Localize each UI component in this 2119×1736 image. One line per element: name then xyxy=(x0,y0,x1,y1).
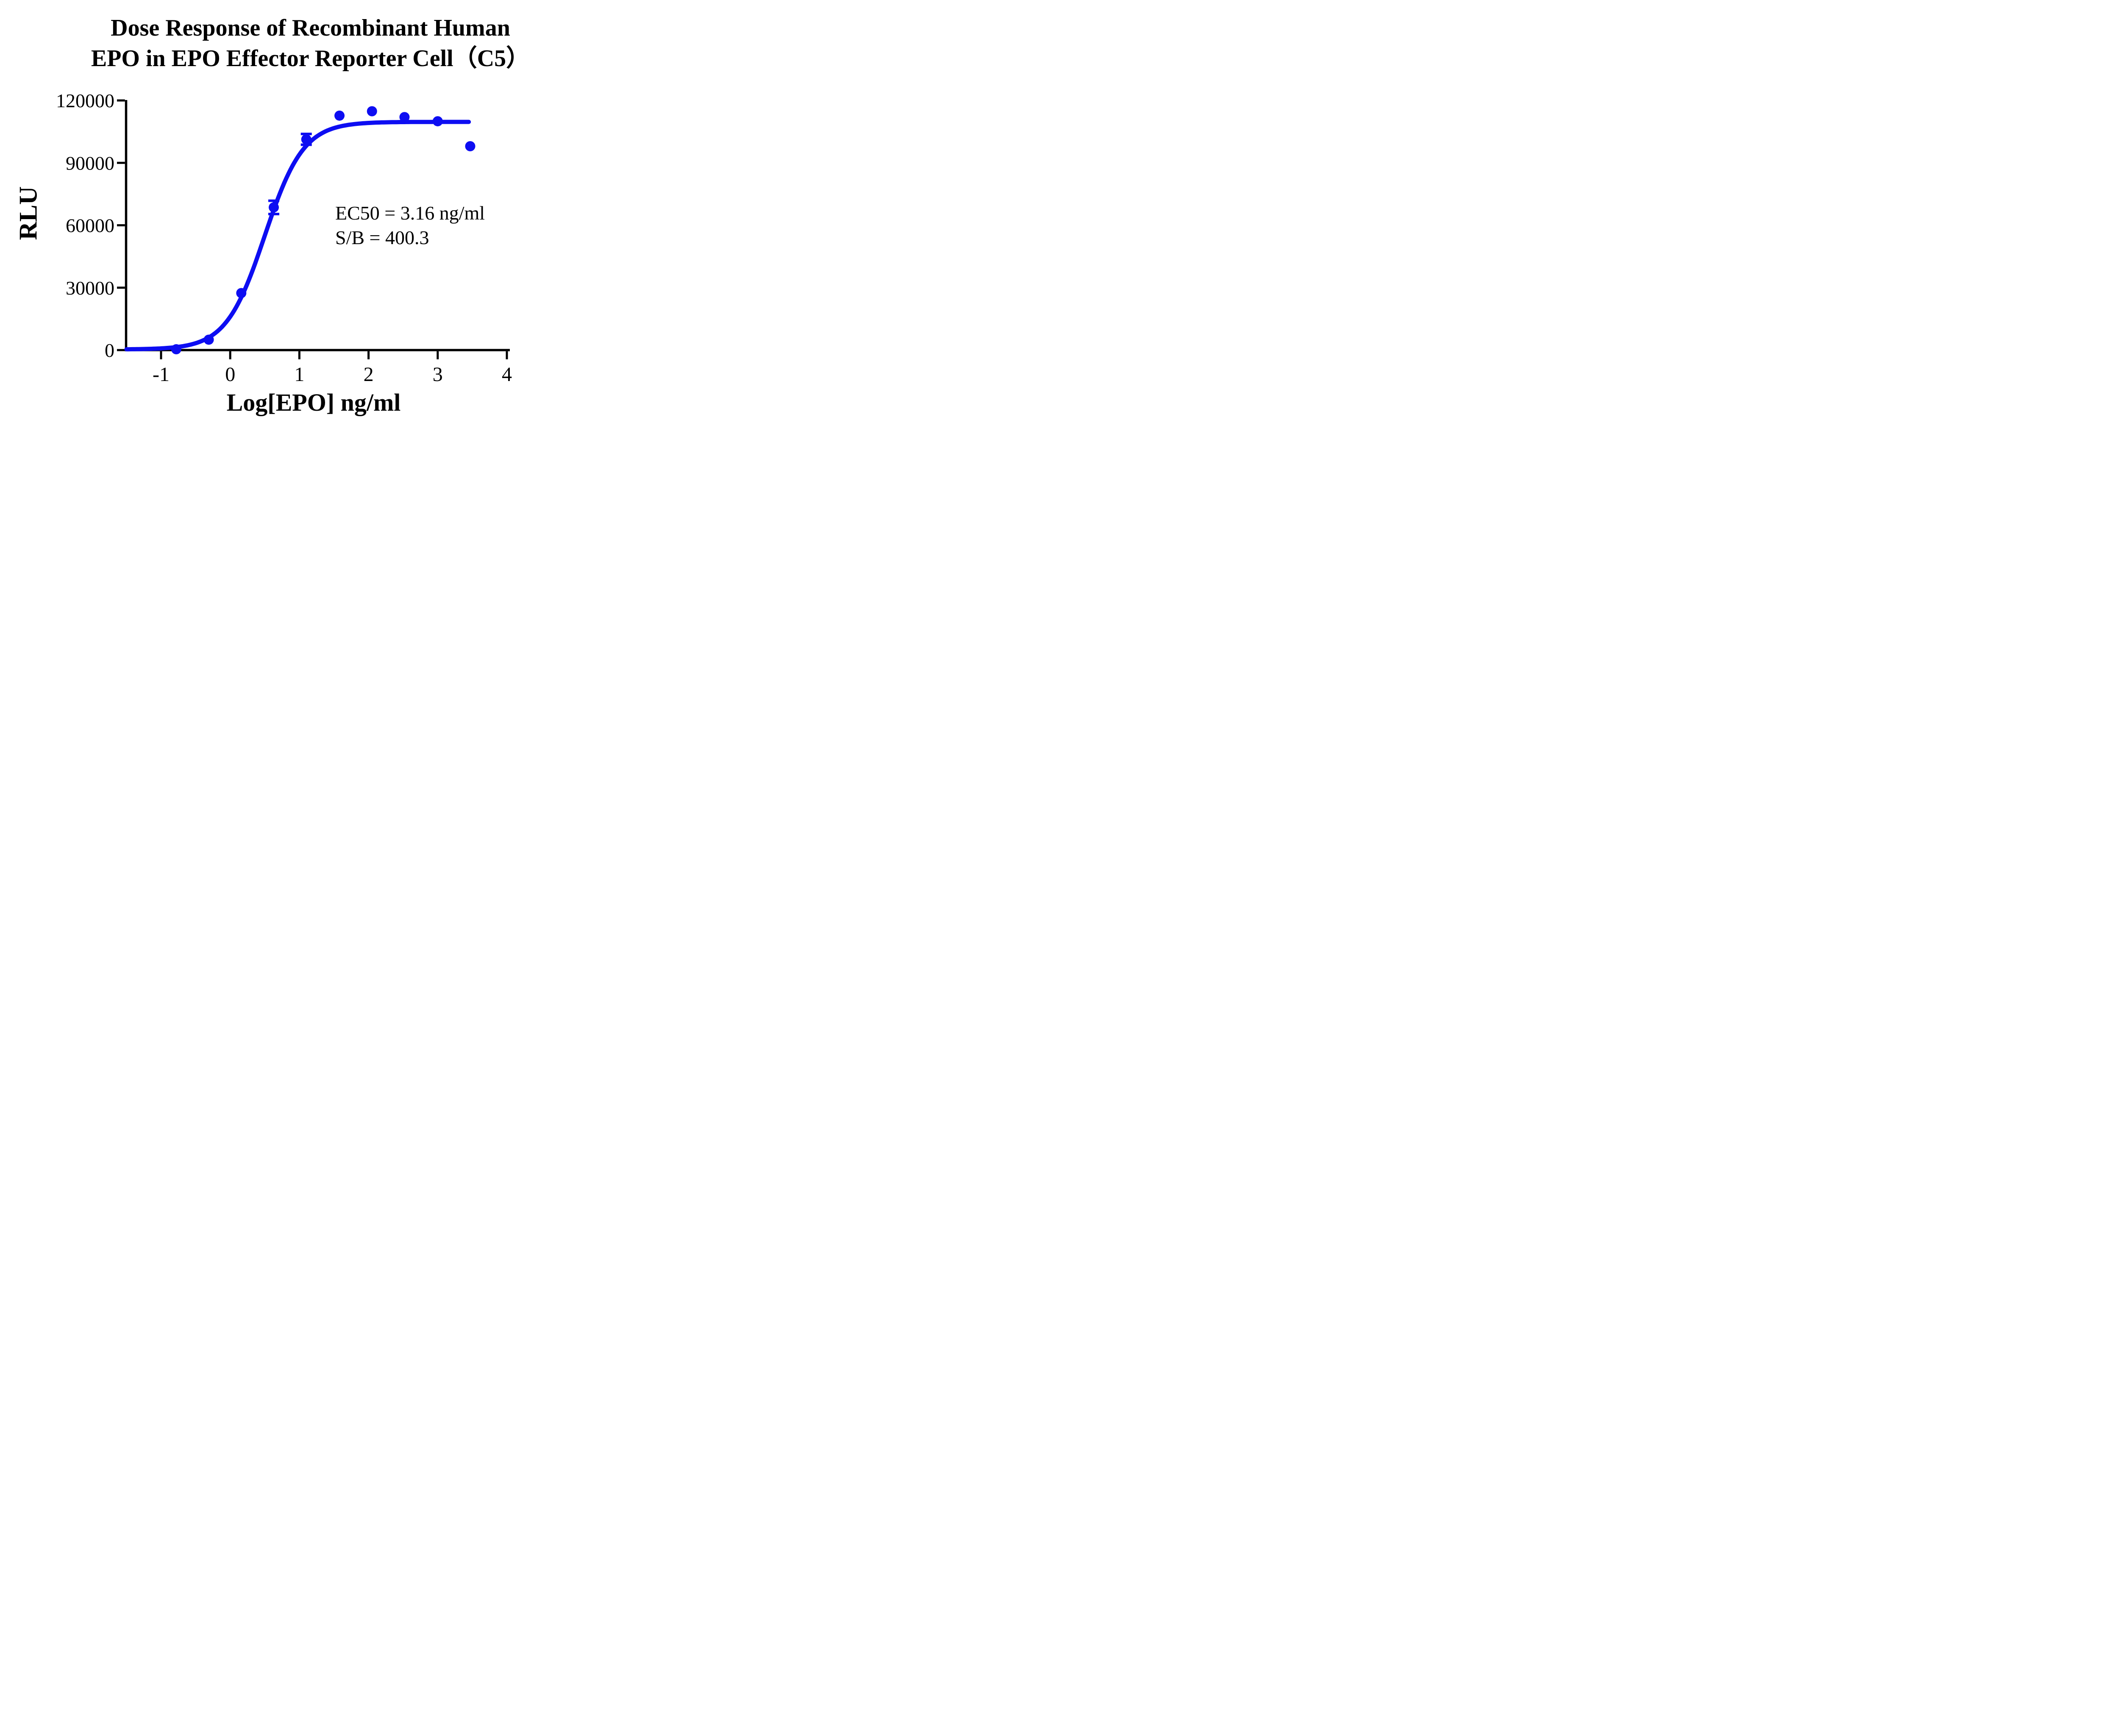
x-tick-label: 3 xyxy=(433,363,443,386)
sb-value: S/B = 400.3 xyxy=(335,227,429,248)
x-tick-label: 4 xyxy=(502,363,512,386)
y-tick-label: 120000 xyxy=(56,90,114,111)
data-point xyxy=(367,106,377,117)
x-tick-label: 2 xyxy=(364,363,374,386)
x-tick-label: 1 xyxy=(294,363,304,386)
data-point xyxy=(171,344,181,355)
x-tick-label: 0 xyxy=(225,363,235,386)
y-tick-label: 0 xyxy=(105,339,114,361)
data-point xyxy=(432,116,443,127)
y-tick-label: 60000 xyxy=(66,215,114,236)
data-point xyxy=(203,334,214,345)
ec50-annotation: EC50 = 3.16 ng/ml S/B = 400.3 xyxy=(335,201,485,250)
chart-title-line1: Dose Response of Recombinant Human xyxy=(111,15,510,41)
y-tick-label: 30000 xyxy=(66,277,114,299)
x-tick-label: -1 xyxy=(153,363,170,386)
figure-dose-response: 0 30000 60000 90000 120000 -1 0 1 2 3 4 Dose Respo… xyxy=(0,0,563,434)
chart-title: Dose Response of Recombinant Human EPO i… xyxy=(58,13,563,74)
data-point xyxy=(399,112,410,122)
data-point xyxy=(301,134,311,145)
data-point xyxy=(334,110,345,121)
y-axis-label: RLU xyxy=(14,186,42,240)
dose-response-plot: 0 30000 60000 90000 120000 -1 0 1 2 3 4 xyxy=(56,90,512,386)
y-tick-label: 90000 xyxy=(66,152,114,174)
fit-curve xyxy=(124,120,471,352)
x-axis-label: Log[EPO] ng/ml xyxy=(226,389,401,416)
data-point xyxy=(465,141,476,151)
data-point xyxy=(269,202,279,213)
data-point xyxy=(236,288,247,298)
ec50-value: EC50 = 3.16 ng/ml xyxy=(335,202,485,224)
chart-title-line2: EPO in EPO Effector Reporter Cell（C5） xyxy=(91,45,530,72)
